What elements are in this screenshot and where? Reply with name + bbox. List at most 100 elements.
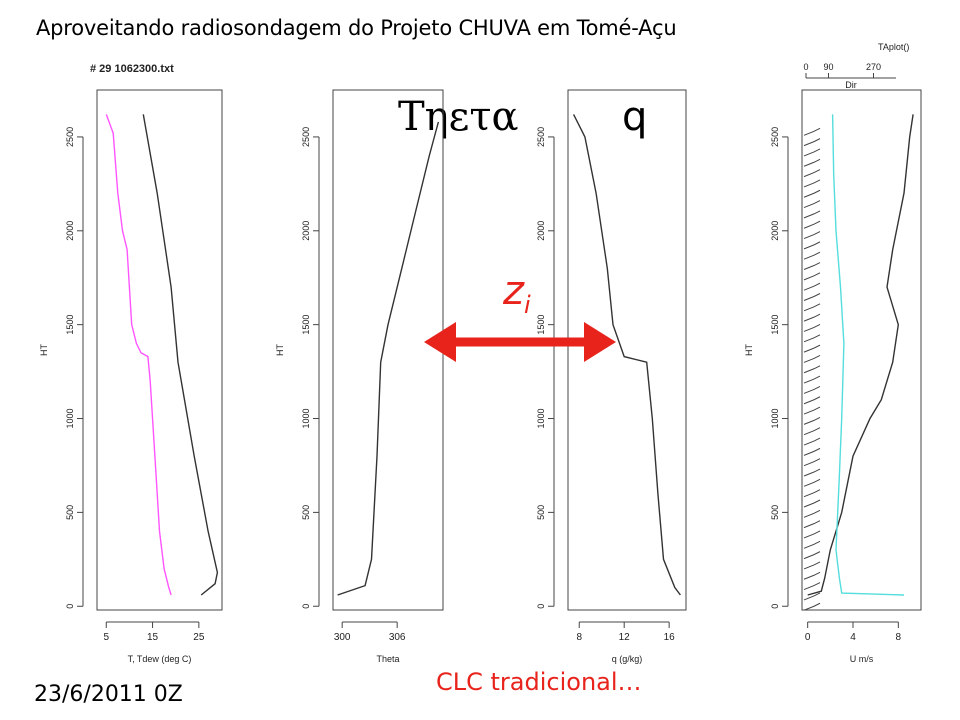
y-tick-label: 1000 <box>536 409 546 429</box>
wind-barb <box>803 365 821 374</box>
top-tick-label: 90 <box>823 62 833 72</box>
wind-barb <box>803 127 821 136</box>
wind-barb <box>803 396 821 405</box>
wind-barb <box>803 478 821 487</box>
zi-arrow <box>424 322 616 362</box>
wind-barb <box>803 293 821 301</box>
x-tick-label: 8 <box>576 632 582 643</box>
y-tick-label: 2000 <box>536 221 546 241</box>
series-line-1 <box>337 121 440 596</box>
top-tick-label: 0 <box>803 62 808 72</box>
wind-barb <box>803 499 821 508</box>
plot-panels: 5 15 25 T, Tdew (deg C) 0 500 1000 1500 2000 2500… <box>39 62 922 664</box>
panel-frame <box>567 89 687 611</box>
x-tick-label: 306 <box>389 632 406 643</box>
wind-barb <box>803 561 821 570</box>
y-axis-label: HT <box>39 344 49 356</box>
wind-barb <box>803 416 821 425</box>
y-tick-label: 2000 <box>770 221 780 241</box>
wind-barb <box>803 427 821 436</box>
panel-2: 300 306 Theta 0 500 1000 1500 2000 2500 HT <box>275 89 444 664</box>
top-tick-label: 270 <box>866 62 881 72</box>
q-label: q <box>622 94 648 140</box>
wind-barb <box>803 458 821 467</box>
wind-barb <box>803 251 821 260</box>
x-axis-label: T, Tdew (deg C) <box>128 654 192 664</box>
wind-barb <box>803 200 821 209</box>
x-axis-label: U m/s <box>850 654 874 664</box>
x-tick-label: 16 <box>664 632 676 643</box>
y-tick-label: 1000 <box>770 409 780 429</box>
panel-4: 0 4 8 U m/s 0 500 1000 1500 2000 2500 HT 0 90 270 Dir <box>744 62 922 664</box>
wind-barb <box>803 437 821 446</box>
wind-barb <box>803 313 821 322</box>
wind-barb <box>803 231 821 240</box>
y-tick-label: 1500 <box>301 315 311 335</box>
y-tick-label: 1000 <box>301 409 311 429</box>
x-axis-label: Theta <box>376 654 399 664</box>
y-tick-label: 0 <box>770 604 780 609</box>
taplot-label: TAplot() <box>878 42 909 52</box>
theta-label: Τηετα <box>398 94 519 140</box>
wind-barb <box>803 355 821 363</box>
wind-barb <box>803 489 821 498</box>
y-tick-label: 0 <box>536 604 546 609</box>
wind-barb <box>803 385 821 394</box>
wind-barb <box>803 540 821 549</box>
x-tick-label: 0 <box>805 632 811 643</box>
y-tick-label: 2500 <box>770 127 780 147</box>
series-line-2 <box>831 114 905 596</box>
wind-barb <box>803 344 821 353</box>
wind-barb <box>803 303 821 312</box>
wind-barb <box>803 582 821 591</box>
panel-3: 8 12 16 q (g/kg) 0 500 1000 1500 2000 2500 <box>536 89 687 664</box>
wind-barb <box>803 509 821 518</box>
wind-barb <box>803 169 821 178</box>
y-tick-label: 500 <box>770 505 780 520</box>
wind-barb <box>803 447 821 456</box>
series-line-1 <box>807 114 914 596</box>
y-tick-label: 500 <box>301 505 311 520</box>
x-axis-label: q (g/kg) <box>612 654 643 664</box>
y-tick-label: 2500 <box>301 127 311 147</box>
wind-barb <box>803 272 821 281</box>
y-tick-label: 0 <box>301 604 311 609</box>
y-axis-label: HT <box>275 344 285 356</box>
zi-label: zi <box>503 268 531 319</box>
x-tick-label: 4 <box>850 632 856 643</box>
wind-barb <box>803 324 821 332</box>
wind-barb <box>803 158 821 167</box>
wind-barb <box>803 179 821 188</box>
wind-barb <box>803 220 821 229</box>
series-line-1 <box>142 114 219 596</box>
arrow-head-left <box>424 322 456 362</box>
series-line-1 <box>572 114 681 596</box>
x-tick-label: 25 <box>193 632 205 643</box>
zi-main: z <box>503 268 524 314</box>
clc-text: CLC tradicional… <box>436 668 642 696</box>
wind-barb <box>803 592 821 601</box>
wind-barb <box>803 138 821 147</box>
top-axis-label: Dir <box>845 80 857 90</box>
y-tick-label: 500 <box>65 505 75 520</box>
zi-subscript: i <box>524 291 531 319</box>
clc-label: CLC tradicional… <box>436 668 642 696</box>
series-line-2 <box>105 114 172 596</box>
arrow-head-right <box>584 322 616 362</box>
x-tick-label: 15 <box>147 632 159 643</box>
x-tick-label: 8 <box>896 632 902 643</box>
wind-barb <box>803 468 821 477</box>
wind-barb <box>803 530 821 539</box>
y-tick-label: 500 <box>536 505 546 520</box>
x-tick-label: 300 <box>334 632 351 643</box>
wind-barb <box>803 571 821 580</box>
y-tick-label: 0 <box>65 604 75 609</box>
wind-barb <box>803 210 821 219</box>
panel-frame <box>801 89 922 611</box>
wind-barb <box>803 282 821 291</box>
panel-frame <box>96 89 223 611</box>
y-axis-label: HT <box>744 344 754 356</box>
y-tick-label: 1500 <box>65 315 75 335</box>
y-tick-label: 2500 <box>536 127 546 147</box>
